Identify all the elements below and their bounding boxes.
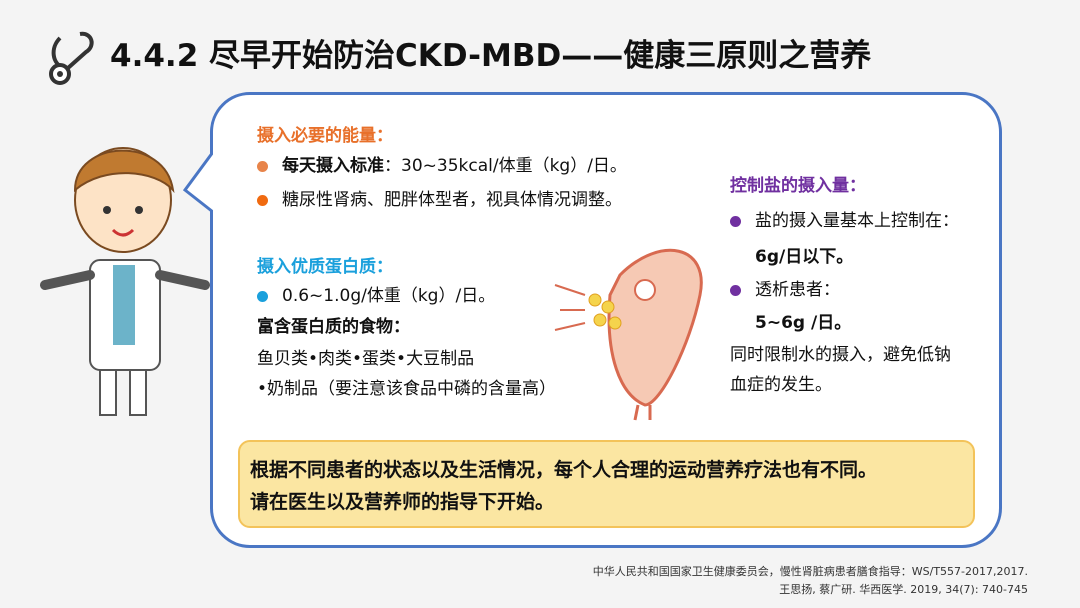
salt-bullet-1-value: 6g/日以下。 <box>755 247 854 267</box>
protein-bullet-1-text: 0.6~1.0g/体重（kg）/日。 <box>282 286 496 306</box>
salt-note-2: 血症的发生。 <box>730 375 832 395</box>
protein-foods-heading: 富含蛋白质的食物： <box>257 317 410 337</box>
protein-foods-1: 鱼贝类•肉类•蛋类•大豆制品 <box>257 349 475 369</box>
reference-1: 中华人民共和国国家卫生健康委员会，慢性肾脏病患者膳食指导：WS/T557-201… <box>592 565 1028 578</box>
energy-heading: 摄入必要的能量： <box>257 126 393 146</box>
salt-bullet-2-value: 5~6g /日。 <box>755 313 852 333</box>
protein-bullet-1: 0.6~1.0g/体重（kg）/日。 <box>257 281 495 306</box>
bullet-dot <box>730 284 741 296</box>
reference-2: 王思扬, 蔡广研. 华西医学. 2019, 34(7): 740-745 <box>779 583 1028 596</box>
salt-bullet-1: 盐的摄入量基本上控制在： <box>730 206 959 231</box>
bullet-dot <box>730 215 741 227</box>
guidance-note-line-2: 请在医生以及营养师的指导下开始。 <box>250 491 555 513</box>
doctor-illustration <box>40 147 210 416</box>
protein-heading: 摄入优质蛋白质： <box>257 257 393 277</box>
energy-bullet-1-text: ：30~35kcal/体重（kg）/日。 <box>384 156 627 176</box>
energy-bullet-2-text: 糖尿性肾病、肥胖体型者，视具体情况调整。 <box>282 190 622 210</box>
salt-bullet-2: 透析患者： <box>730 275 840 300</box>
stethoscope-icon <box>49 31 94 85</box>
energy-bullet-1: 每天摄入标准：30~35kcal/体重（kg）/日。 <box>257 151 627 176</box>
bullet-dot <box>257 290 268 302</box>
protein-foods-2: •奶制品（要注意该食品中磷的含量高） <box>257 379 557 399</box>
salt-heading: 控制盐的摄入量： <box>730 176 866 196</box>
speech-bubble-tail <box>182 150 216 220</box>
energy-bullet-2: 糖尿性肾病、肥胖体型者，视具体情况调整。 <box>257 185 622 210</box>
salt-bullet-1-text: 盐的摄入量基本上控制在： <box>755 211 959 231</box>
bullet-dot <box>257 160 268 172</box>
guidance-note-line-1: 根据不同患者的状态以及生活情况，每个人合理的运动营养疗法也有不同。 <box>250 459 878 481</box>
salt-bullet-2-text: 透析患者： <box>755 280 840 300</box>
references: 中华人民共和国国家卫生健康委员会，慢性肾脏病患者膳食指导：WS/T557-201… <box>593 563 1028 599</box>
page-title: 4.4.2 尽早开始防治CKD-MBD——健康三原则之营养 <box>110 38 872 74</box>
energy-bullet-1-bold: 每天摄入标准 <box>282 156 384 176</box>
salt-note-1: 同时限制水的摄入，避免低钠 <box>730 345 951 365</box>
bullet-dot <box>257 194 268 206</box>
guidance-note-box: 根据不同患者的状态以及生活情况，每个人合理的运动营养疗法也有不同。 请在医生以及… <box>238 440 975 528</box>
salt-character-illustration <box>554 248 703 421</box>
